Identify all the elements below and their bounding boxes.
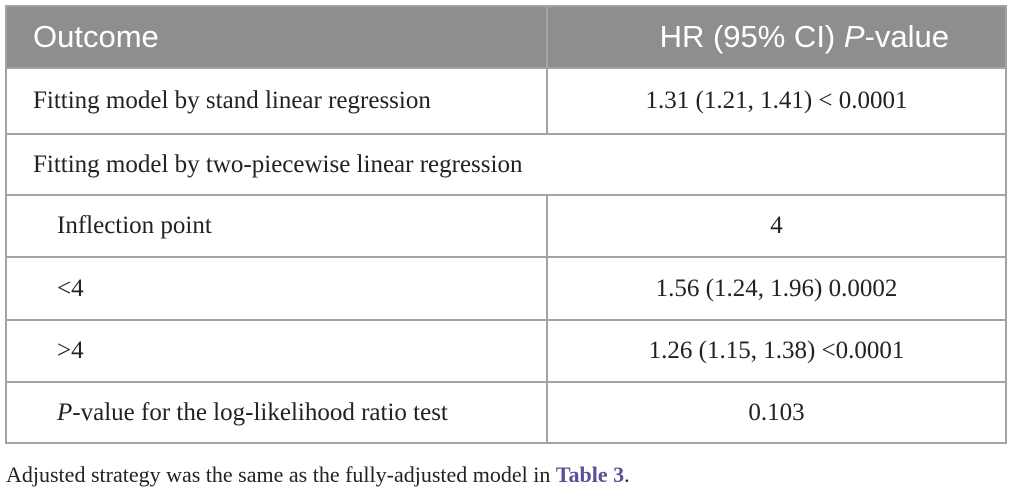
label-cell: Inflection point bbox=[5, 194, 548, 258]
header-text-italic: P bbox=[843, 19, 865, 54]
row: Inflection point 4 bbox=[5, 194, 1007, 258]
footnote: Adjusted strategy was the same as the fu… bbox=[6, 462, 630, 488]
table-body: Fitting model by stand linear regression… bbox=[5, 67, 1007, 444]
value-cell: 1.56 (1.24, 1.96) 0.0002 bbox=[546, 256, 1007, 321]
label-cell: >4 bbox=[5, 319, 548, 383]
row: P-value for the log-likelihood ratio tes… bbox=[5, 381, 1007, 444]
value-cell: 1.26 (1.15, 1.38) <0.0001 bbox=[546, 319, 1007, 383]
header-row: Outcome HR (95% CI) P-value bbox=[5, 5, 1007, 69]
footnote-text: Adjusted strategy was the same as the fu… bbox=[6, 462, 556, 487]
table-header: Outcome HR (95% CI) P-value bbox=[5, 5, 1007, 69]
row: >4 1.26 (1.15, 1.38) <0.0001 bbox=[5, 319, 1007, 383]
results-table: Outcome HR (95% CI) P-value Fitting mode… bbox=[5, 5, 1007, 444]
label-text: -value for the log-likelihood ratio test bbox=[72, 398, 448, 426]
row: Fitting model by two-piecewise linear re… bbox=[5, 133, 1007, 196]
value-cell: 0.103 bbox=[546, 381, 1007, 444]
header-text: Outcome bbox=[33, 19, 159, 54]
header-text: -value bbox=[864, 19, 949, 54]
header-cell: Outcome bbox=[5, 5, 548, 69]
section-cell: Fitting model by two-piecewise linear re… bbox=[5, 133, 1007, 196]
label-cell: Fitting model by stand linear regression bbox=[5, 67, 548, 135]
footnote-text: . bbox=[624, 462, 630, 487]
label-cell: <4 bbox=[5, 256, 548, 321]
value-cell: 4 bbox=[546, 194, 1007, 258]
table-link[interactable]: Table 3 bbox=[555, 462, 625, 487]
header-text: HR (95% CI) bbox=[659, 19, 844, 54]
label-italic: P bbox=[57, 398, 73, 426]
label-cell: P-value for the log-likelihood ratio tes… bbox=[5, 381, 548, 444]
header-cell: HR (95% CI) P-value bbox=[546, 5, 1007, 69]
row: <4 1.56 (1.24, 1.96) 0.0002 bbox=[5, 256, 1007, 321]
row: Fitting model by stand linear regression… bbox=[5, 67, 1007, 135]
value-cell: 1.31 (1.21, 1.41) < 0.0001 bbox=[546, 67, 1007, 135]
